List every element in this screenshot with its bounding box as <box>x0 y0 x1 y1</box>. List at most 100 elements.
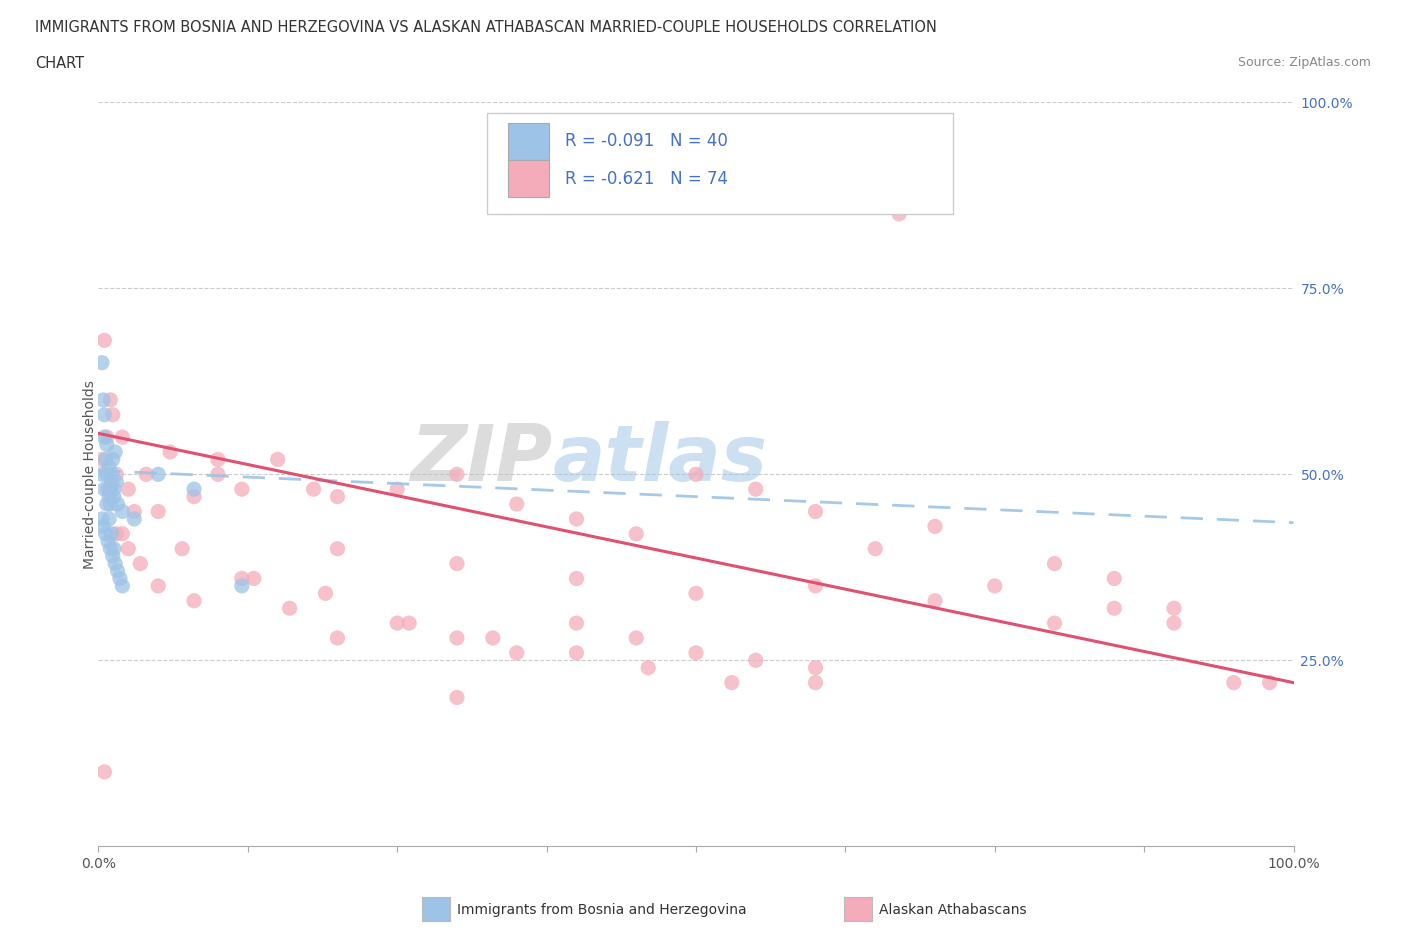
Text: CHART: CHART <box>35 56 84 71</box>
Point <box>506 497 529 512</box>
Point <box>148 504 170 519</box>
Point <box>96 467 118 482</box>
Point <box>96 497 118 512</box>
Point <box>93 430 115 445</box>
Point <box>385 482 409 497</box>
Point <box>100 474 122 489</box>
Point <box>148 467 170 482</box>
Point <box>231 578 253 593</box>
Point <box>565 616 588 631</box>
Point <box>278 601 301 616</box>
Point <box>93 764 115 779</box>
Point <box>93 407 115 422</box>
Text: Source: ZipAtlas.com: Source: ZipAtlas.com <box>1237 56 1371 69</box>
Point <box>315 586 337 601</box>
Text: Alaskan Athabascans: Alaskan Athabascans <box>879 902 1026 917</box>
Point <box>183 482 205 497</box>
Point <box>1102 571 1125 586</box>
Point <box>104 556 127 571</box>
Point <box>91 452 114 467</box>
Point <box>117 541 139 556</box>
Point <box>98 392 122 407</box>
Point <box>98 512 121 526</box>
Point <box>111 578 134 593</box>
Point <box>98 459 121 474</box>
Point <box>924 519 946 534</box>
Point <box>565 571 588 586</box>
Point <box>804 675 827 690</box>
Point <box>385 616 409 631</box>
Point <box>1163 616 1185 631</box>
Point <box>685 467 707 482</box>
Point <box>1102 601 1125 616</box>
Point <box>103 482 125 497</box>
Point <box>98 541 122 556</box>
Point <box>183 593 205 608</box>
Point <box>100 526 122 541</box>
Point <box>1258 675 1281 690</box>
Point <box>745 482 768 497</box>
Point <box>111 430 134 445</box>
Point <box>183 489 205 504</box>
Point <box>804 504 827 519</box>
Point <box>984 578 1007 593</box>
Point <box>326 631 349 645</box>
Point <box>565 645 588 660</box>
Point <box>685 586 707 601</box>
Point <box>135 467 157 482</box>
Point <box>97 534 120 549</box>
Point <box>506 645 529 660</box>
Point <box>94 526 117 541</box>
Point <box>159 445 181 459</box>
Text: R = -0.091   N = 40: R = -0.091 N = 40 <box>565 132 727 151</box>
FancyBboxPatch shape <box>486 113 953 214</box>
Point <box>626 631 648 645</box>
Point <box>1043 616 1066 631</box>
Point <box>267 452 290 467</box>
Point <box>626 526 648 541</box>
Point <box>446 690 468 705</box>
Point <box>107 497 129 512</box>
Text: R = -0.621   N = 74: R = -0.621 N = 74 <box>565 169 727 188</box>
Point <box>91 519 114 534</box>
Point <box>124 512 146 526</box>
Point <box>302 482 325 497</box>
Point <box>91 467 114 482</box>
Point <box>96 430 118 445</box>
Point <box>685 645 707 660</box>
Point <box>172 541 194 556</box>
Point <box>105 526 128 541</box>
Point <box>103 541 125 556</box>
Point <box>1043 556 1066 571</box>
Point <box>745 653 768 668</box>
Point <box>105 467 128 482</box>
Text: IMMIGRANTS FROM BOSNIA AND HERZEGOVINA VS ALASKAN ATHABASCAN MARRIED-COUPLE HOUS: IMMIGRANTS FROM BOSNIA AND HERZEGOVINA V… <box>35 20 936 35</box>
Point <box>326 489 349 504</box>
Point <box>398 616 420 631</box>
Point <box>93 482 115 497</box>
Point <box>481 631 505 645</box>
Point <box>93 333 115 348</box>
Point <box>804 660 827 675</box>
Point <box>91 512 114 526</box>
Point <box>207 452 229 467</box>
Point <box>117 482 139 497</box>
Point <box>889 206 911 221</box>
Point <box>107 564 129 578</box>
Point <box>94 452 117 467</box>
Point <box>129 556 152 571</box>
Point <box>924 593 946 608</box>
Point <box>863 541 887 556</box>
Point <box>637 660 659 675</box>
FancyBboxPatch shape <box>509 160 548 197</box>
Text: Immigrants from Bosnia and Herzegovina: Immigrants from Bosnia and Herzegovina <box>457 902 747 917</box>
Point <box>98 482 122 497</box>
Point <box>231 571 253 586</box>
Point <box>446 556 468 571</box>
FancyBboxPatch shape <box>509 123 548 160</box>
Point <box>565 512 588 526</box>
Point <box>243 571 266 586</box>
Point <box>207 467 229 482</box>
Point <box>148 578 170 593</box>
Point <box>104 445 127 459</box>
